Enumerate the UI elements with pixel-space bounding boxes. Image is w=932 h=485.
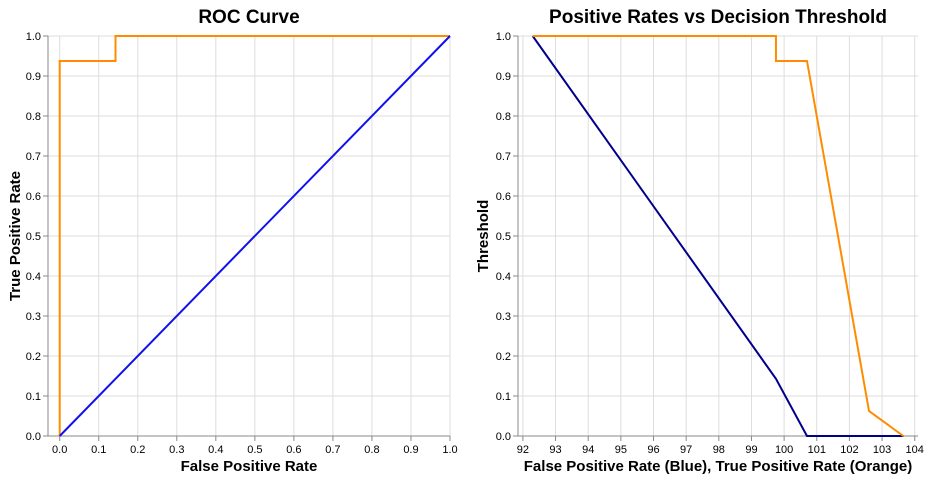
threshold-y-tick-label: 0.1 xyxy=(496,391,511,403)
threshold-series xyxy=(531,35,904,437)
threshold-x-tick-label: 102 xyxy=(840,444,858,456)
threshold-chart-title: Positive Rates vs Decision Threshold xyxy=(549,7,887,28)
roc-y-axis-title: True Positive Rate xyxy=(7,171,24,301)
roc-y-tick-label: 0.7 xyxy=(26,151,41,163)
roc-y-tick-label: 0.3 xyxy=(26,311,41,323)
roc-chart-title: ROC Curve xyxy=(198,7,299,28)
roc-x-tick-label: 0.1 xyxy=(91,444,106,456)
threshold-series-false-positive-rate xyxy=(531,35,904,437)
roc-x-axis-title: False Positive Rate xyxy=(181,458,318,475)
roc-y-tick-label: 0.6 xyxy=(26,191,41,203)
roc-y-tick-label: 0.5 xyxy=(26,231,41,243)
threshold-y-tick-label: 0.0 xyxy=(496,431,511,443)
roc-x-tick-label: 0.3 xyxy=(169,444,184,456)
threshold-y-tick-label: 0.8 xyxy=(496,111,511,123)
threshold-series-true-positive-rate xyxy=(532,35,904,437)
threshold-x-tick-label: 98 xyxy=(713,444,725,456)
threshold-x-tick-label: 93 xyxy=(549,444,561,456)
threshold-x-tick-label: 96 xyxy=(647,444,659,456)
roc-x-tick-label: 0.7 xyxy=(325,444,340,456)
roc-y-tick-label: 0.4 xyxy=(26,271,41,283)
threshold-x-tick-label: 94 xyxy=(582,444,594,456)
threshold-y-tick-label: 1.0 xyxy=(496,31,511,43)
roc-series xyxy=(58,35,451,437)
roc-grid xyxy=(48,35,451,437)
threshold-chart: Positive Rates vs Decision Threshold 92 9… xyxy=(475,7,924,475)
threshold-y-tick-label: 0.7 xyxy=(496,151,511,163)
roc-y-tick-label: 0.9 xyxy=(26,71,41,83)
roc-chart: ROC Curve 0.0 0.1 0.2 0.3 0.4 0.5 0.6 0.7 0.8 0.9… xyxy=(7,7,458,475)
threshold-x-tick-label: 100 xyxy=(775,444,793,456)
threshold-y-tick-label: 0.4 xyxy=(496,271,511,283)
threshold-x-tick-label: 101 xyxy=(808,444,826,456)
threshold-y-tick-label: 0.9 xyxy=(496,71,511,83)
roc-x-tick-label: 0.6 xyxy=(286,444,301,456)
threshold-y-tick-label: 0.3 xyxy=(496,311,511,323)
roc-x-tick-label: 0.9 xyxy=(403,444,418,456)
roc-y-tick-label: 0.1 xyxy=(26,391,41,403)
threshold-y-tick-label: 0.5 xyxy=(496,231,511,243)
roc-series-chance xyxy=(58,35,451,437)
roc-x-tick-label: 0.0 xyxy=(52,444,67,456)
threshold-x-tick-label: 97 xyxy=(680,444,692,456)
roc-x-tick-label: 1.0 xyxy=(442,444,457,456)
roc-x-tick-label: 0.8 xyxy=(364,444,379,456)
roc-ticks: 0.0 0.1 0.2 0.3 0.4 0.5 0.6 0.7 0.8 0.9 1.0 0.0 0.1 0… xyxy=(26,31,458,456)
threshold-x-tick-label: 103 xyxy=(873,444,891,456)
threshold-y-axis-title: Threshold xyxy=(475,200,492,273)
threshold-x-tick-label: 92 xyxy=(517,444,529,456)
threshold-y-tick-label: 0.2 xyxy=(496,351,511,363)
threshold-y-tick-label: 0.6 xyxy=(496,191,511,203)
threshold-x-tick-label: 104 xyxy=(906,444,924,456)
threshold-ticks: 92 93 94 95 96 97 98 99 100 101 102 103 104 0.0 0.1 0.2… xyxy=(496,31,924,456)
threshold-x-tick-label: 99 xyxy=(745,444,757,456)
threshold-x-tick-label: 95 xyxy=(615,444,627,456)
roc-x-tick-label: 0.4 xyxy=(208,444,223,456)
threshold-x-axis-title: False Positive Rate (Blue), True Positiv… xyxy=(524,458,912,475)
roc-y-tick-label: 0.2 xyxy=(26,351,41,363)
roc-series-roc xyxy=(58,35,450,436)
roc-y-tick-label: 1.0 xyxy=(26,31,41,43)
roc-y-tick-label: 0.8 xyxy=(26,111,41,123)
roc-x-tick-label: 0.5 xyxy=(247,444,262,456)
roc-x-tick-label: 0.2 xyxy=(130,444,145,456)
threshold-grid xyxy=(518,35,918,437)
roc-y-tick-label: 0.0 xyxy=(26,431,41,443)
